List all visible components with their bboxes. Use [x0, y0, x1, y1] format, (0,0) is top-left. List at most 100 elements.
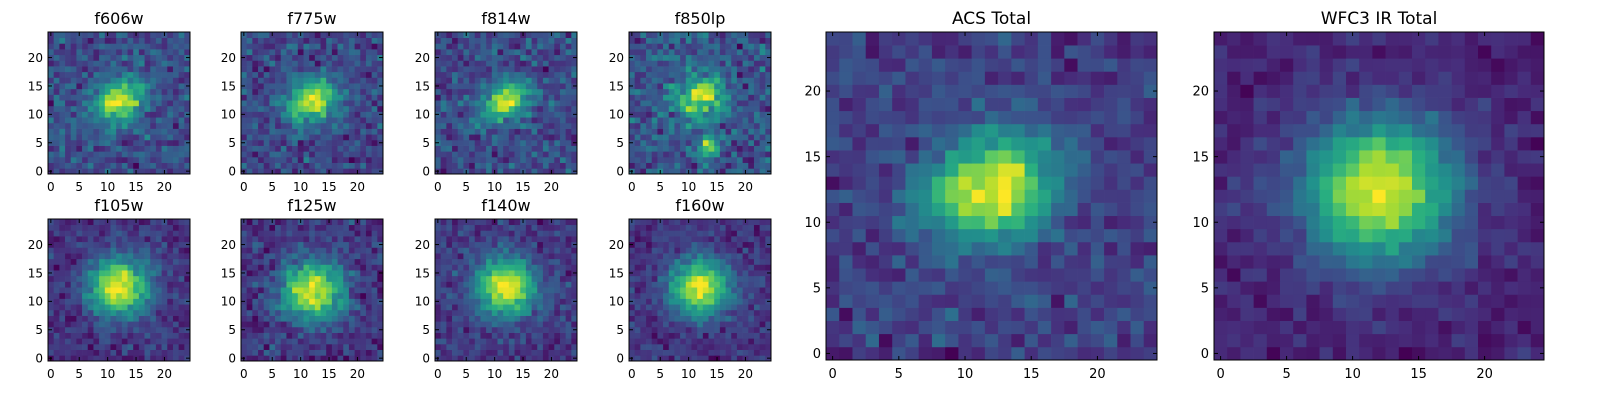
- heatmap-cell: [742, 298, 749, 305]
- heatmap-cell: [725, 66, 732, 73]
- heatmap-cell: [331, 37, 338, 44]
- heatmap-cell: [269, 224, 276, 231]
- heatmap-cell: [742, 349, 749, 356]
- heatmap-cell: [634, 304, 641, 311]
- heatmap-cell: [714, 105, 721, 112]
- y-tick-label: 0: [616, 164, 624, 178]
- heatmap-cell: [184, 156, 191, 163]
- heatmap-cell: [127, 236, 134, 243]
- heatmap-cell: [70, 139, 77, 146]
- heatmap-cell: [320, 224, 327, 231]
- heatmap-cell: [343, 275, 350, 282]
- heatmap-cell: [314, 100, 321, 107]
- heatmap-cell: [252, 66, 259, 73]
- heatmap-cell: [337, 128, 344, 135]
- heatmap-cell: [469, 77, 476, 84]
- heatmap-cell: [263, 100, 270, 107]
- heatmap-cell: [514, 230, 521, 237]
- heatmap-cell: [640, 77, 647, 84]
- heatmap-cell: [714, 332, 721, 339]
- heatmap-cell: [59, 49, 66, 56]
- heatmap-cell: [269, 88, 276, 95]
- heatmap-cell: [651, 304, 658, 311]
- heatmap-cell: [241, 258, 248, 265]
- heatmap-cell: [702, 309, 709, 316]
- heatmap-cell: [184, 315, 191, 322]
- heatmap-cell: [663, 49, 670, 56]
- heatmap-cell: [303, 219, 310, 226]
- heatmap-cell: [685, 105, 692, 112]
- heatmap-cell: [491, 224, 498, 231]
- heatmap-cell: [138, 49, 145, 56]
- heatmap-cell: [565, 162, 572, 169]
- heatmap-cell: [719, 88, 726, 95]
- heatmap-cell: [87, 122, 94, 129]
- heatmap-cell: [241, 94, 248, 101]
- heatmap-cell: [178, 139, 185, 146]
- heatmap-cell: [759, 355, 766, 362]
- heatmap-cell: [326, 88, 333, 95]
- heatmap-cell: [150, 275, 157, 282]
- heatmap-cell: [161, 66, 168, 73]
- heatmap-cell: [53, 32, 60, 39]
- heatmap-cell: [326, 236, 333, 243]
- heatmap-cell: [691, 151, 698, 158]
- heatmap-cell: [469, 304, 476, 311]
- heatmap-cell: [497, 304, 504, 311]
- heatmap-cell: [138, 287, 145, 294]
- heatmap-cell: [719, 37, 726, 44]
- heatmap-cell: [155, 77, 162, 84]
- y-tick-label: 5: [35, 136, 43, 150]
- heatmap-cell: [753, 139, 760, 146]
- heatmap-cell: [503, 281, 510, 288]
- heatmap-cell: [184, 321, 191, 328]
- heatmap-cell: [303, 253, 310, 260]
- heatmap-cell: [87, 162, 94, 169]
- heatmap-cell: [275, 94, 282, 101]
- heatmap-cell: [725, 287, 732, 294]
- heatmap-cell: [480, 264, 487, 271]
- heatmap-cell: [161, 349, 168, 356]
- heatmap-cell: [337, 111, 344, 118]
- heatmap-cell: [753, 326, 760, 333]
- heatmap-cell: [463, 224, 470, 231]
- heatmap-cell: [150, 145, 157, 152]
- heatmap-cell: [150, 304, 157, 311]
- heatmap-cell: [452, 315, 459, 322]
- heatmap-cell: [634, 151, 641, 158]
- heatmap-cell: [531, 111, 538, 118]
- heatmap-cell: [719, 43, 726, 50]
- heatmap-cell: [537, 270, 544, 277]
- heatmap-cell: [87, 264, 94, 271]
- heatmap-cell: [110, 139, 117, 146]
- heatmap-cell: [343, 151, 350, 158]
- heatmap-cell: [280, 304, 287, 311]
- heatmap-cell: [554, 264, 561, 271]
- heatmap-cell: [178, 134, 185, 141]
- heatmap-cell: [520, 321, 527, 328]
- heatmap-cell: [70, 77, 77, 84]
- heatmap-cell: [161, 43, 168, 50]
- heatmap-cell: [116, 32, 123, 39]
- heatmap-cell: [360, 43, 367, 50]
- heatmap-cell: [178, 94, 185, 101]
- heatmap-cell: [172, 309, 179, 316]
- heatmap-cell: [303, 292, 310, 299]
- heatmap-cell: [463, 66, 470, 73]
- heatmap-cell: [508, 292, 515, 299]
- heatmap-cell: [514, 156, 521, 163]
- heatmap-cell: [343, 139, 350, 146]
- heatmap-cell: [548, 83, 555, 90]
- heatmap-cell: [360, 247, 367, 254]
- heatmap-cell: [651, 111, 658, 118]
- heatmap-cell: [110, 326, 117, 333]
- heatmap-cell: [565, 111, 572, 118]
- heatmap-cell: [548, 60, 555, 67]
- heatmap-cell: [297, 258, 304, 265]
- heatmap-cell: [469, 264, 476, 271]
- heatmap-cell: [680, 134, 687, 141]
- heatmap-cell: [116, 309, 123, 316]
- heatmap-cell: [172, 88, 179, 95]
- heatmap-cell: [452, 94, 459, 101]
- heatmap-cell: [525, 321, 532, 328]
